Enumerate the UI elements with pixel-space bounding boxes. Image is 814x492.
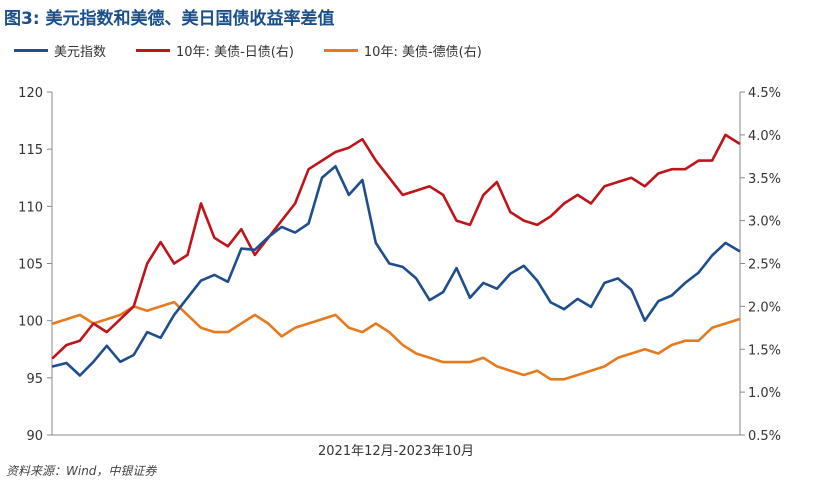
legend-item-usd-index: 美元指数	[14, 41, 106, 60]
legend-swatch-usd-index	[14, 48, 48, 52]
left-tick-label: 105	[18, 258, 43, 273]
legend-label-us-jp-spread: 10年: 美债-日债(右)	[176, 44, 294, 60]
left-tick-label: 90	[26, 429, 43, 444]
axes	[51, 92, 741, 436]
legend: 美元指数 10年: 美债-日债(右) 10年: 美债-德债(右)	[14, 40, 512, 60]
legend-item-us-de-spread: 10年: 美债-德债(右)	[323, 41, 482, 60]
legend-label-usd-index: 美元指数	[54, 44, 107, 60]
right-tick-label: 3.0%	[748, 215, 781, 230]
right-tick-label: 1.5%	[748, 343, 781, 358]
left-tick-label: 110	[18, 200, 43, 215]
right-tick-label: 2.5%	[748, 258, 781, 273]
right-tick-label: 4.5%	[748, 86, 781, 101]
left-tick-label: 100	[18, 315, 43, 330]
right-tick-label: 2.0%	[748, 300, 781, 315]
legend-swatch-us-de-spread	[323, 48, 358, 52]
legend-item-us-jp-spread: 10年: 美债-日债(右)	[136, 41, 294, 60]
right-tick-label: 0.5%	[748, 429, 781, 444]
right-tick-label: 1.0%	[748, 386, 781, 401]
left-tick-label: 95	[26, 372, 43, 387]
series-line-usd-index	[51, 165, 741, 377]
series-layer	[51, 133, 741, 381]
source-note: 资料来源：Wind，中银证券	[6, 464, 157, 478]
chart-title: 图3: 美元指数和美德、美日国债收益率差值	[4, 9, 335, 29]
left-tick-label: 115	[18, 143, 43, 158]
right-ticks: 0.5% 1.0% 1.5% 2.0% 2.5% 3.0% 3.5% 4.0% 4.5%	[740, 86, 781, 444]
x-axis-label: 2021年12月-2023年10月	[318, 444, 474, 459]
series-line-us-jp-spread	[51, 133, 741, 360]
left-ticks: 90 95 100 105 110 115 120	[18, 86, 52, 444]
series-line-us-de-spread	[51, 300, 741, 381]
legend-swatch-us-jp-spread	[136, 48, 171, 52]
left-tick-label: 120	[18, 86, 43, 101]
right-tick-label: 3.5%	[748, 172, 781, 187]
right-tick-label: 4.0%	[748, 129, 781, 144]
legend-label-us-de-spread: 10年: 美债-德债(右)	[363, 44, 482, 60]
